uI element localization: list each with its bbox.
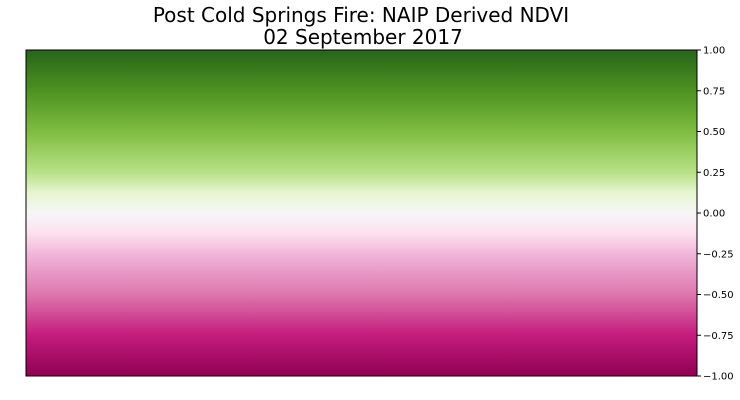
colorbar-axis: 1.00 0.75 0.50 0.25 0.00 −0.25 −0.50 −0.75 −1.00: [697, 46, 734, 383]
colorbar-tick-label: −0.50: [703, 290, 734, 301]
colorbar-tick-label: 0.75: [703, 86, 725, 97]
colorbar-tick-label: 0.25: [703, 168, 725, 179]
chart-subtitle: 02 September 2017: [263, 25, 463, 49]
colorbar-tick-label: 0.50: [703, 127, 725, 138]
colorbar-tick-label: 1.00: [703, 46, 725, 57]
ndvi-image: [26, 50, 697, 376]
colorbar-tick-label: −1.00: [703, 372, 734, 383]
colorbar-tick-label: −0.75: [703, 331, 734, 342]
colorbar-tick-label: 0.00: [703, 209, 725, 220]
chart-title: Post Cold Springs Fire: NAIP Derived NDV…: [153, 3, 569, 27]
colorbar-tick-label: −0.25: [703, 249, 734, 260]
